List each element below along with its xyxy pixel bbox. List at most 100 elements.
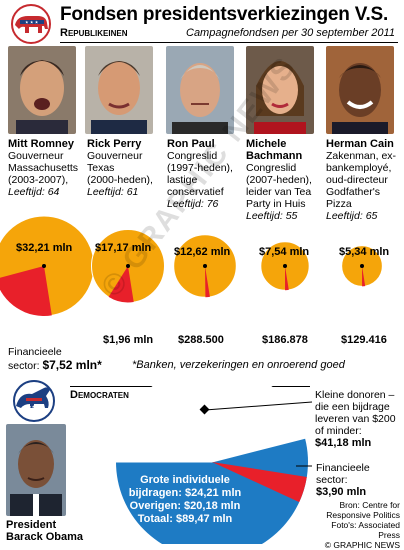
romney-financial-value: $7,52 mln* [42,358,102,372]
candidate-cain: Herman Cain Zakenman, ex- bankemployé, o… [326,138,404,222]
candidate-romney: Mitt Romney Gouverneur Massachusetts (20… [8,138,86,198]
big-donors-line: Grote individuele [140,474,230,486]
pie-center-dot [42,264,46,268]
candidate-name: Mitt Romney [8,138,74,150]
svg-text:★ ★ ★: ★ ★ ★ [25,20,39,25]
candidate-desc: Congreslid [246,162,297,174]
candidate-age: Leeftijd: 55 [246,210,298,222]
page-title: Fondsen presidentsverkiezingen V.S. [60,4,389,25]
source-credit: Bron: Centre for Responsive Politics Fot… [318,500,400,550]
candidate-bachmann: Michele Bachmann Congreslid (2007-heden)… [246,138,326,222]
small-donors-label: Kleine donoren – die een bijdrage levere… [315,389,404,449]
republicans-label: Republikeinen [60,27,128,39]
candidate-name: Bachmann [246,150,303,162]
republican-logo-icon: ★ ★ ★ [11,4,51,44]
candidate-age: Leeftijd: 61 [87,186,139,198]
candidate-desc: leider van Tea [246,186,312,198]
bachmann-photo [246,46,314,134]
pie-herman-cain [341,245,383,287]
bachmann-financial-label: $186.878 [262,334,308,346]
source-line: © GRAPHIC NEWS [324,540,400,550]
candidate-name: Rick Perry [87,138,142,150]
source-line: Bron: Centre for [339,500,400,510]
pie-center-dot [360,264,364,268]
footnote: *Banken, verzekeringen en onroerend goed [132,359,345,371]
dem-financial-value: $3,90 mln [316,486,367,498]
pie-center-dot [126,264,130,268]
perry-photo [85,46,153,134]
candidate-desc: bankemployé, [326,162,392,174]
obama-caption: President Barack Obama [6,519,83,543]
candidate-desc: conservatief [167,186,224,198]
cain-financial-label: $129.416 [341,334,387,346]
candidate-desc: Godfather's [326,186,380,198]
paul-total-label: $12,62 mln [174,246,231,258]
obama-caption-line: President [6,519,57,531]
dem-financial-line: Financieele [316,462,370,474]
pie-ron-paul [173,234,237,298]
candidate-desc: Zakenman, ex- [326,150,397,162]
pie-financial-slice [205,266,210,298]
pie-rick-perry [90,228,166,304]
candidate-desc: (2000-heden), [87,174,153,186]
small-donors-line: leveren van $200 [315,413,396,425]
democrats-label: Democraten [70,389,129,401]
pie-michele-bachmann [260,241,310,291]
candidate-desc: oud-directeur [326,174,388,186]
big-donors-line: bijdragen: $24,21 mln [128,487,242,499]
cain-total-label: $5,34 mln [339,246,390,258]
candidate-perry: Rick Perry Gouverneur Texas (2000-heden)… [87,138,165,198]
source-line: Responsive Politics [326,510,400,520]
romney-photo [8,46,76,134]
small-donors-line: of minder: [315,425,362,437]
pie-small-donors-slice [115,380,306,463]
perry-financial-label: $1,96 mln [103,334,154,346]
pie-obama [115,380,308,544]
paul-financial-label: $288.500 [178,334,224,346]
header-rule [60,42,398,43]
big-donors-label: Grote individuele bijdragen: $24,21 mln … [120,474,250,526]
candidate-desc: lastige [167,174,198,186]
paul-photo [166,46,234,134]
pie-financial-slice [362,266,366,287]
pie-financial-slice [0,266,52,316]
romney-total-label: $32,21 mln [16,242,73,254]
sector-label-line: Financieele [8,346,62,358]
candidate-name: Herman Cain [326,138,394,150]
candidate-desc: (2003-2007), [8,174,69,186]
pie-center-dot [203,264,207,268]
obama-photo [6,424,66,516]
small-donors-value: $41,18 mln [315,437,372,449]
candidate-paul: Ron Paul Congreslid (1997-heden), lastig… [167,138,245,210]
candidate-age: Leeftijd: 76 [167,198,219,210]
bachmann-total-label: $7,54 mln [259,246,310,258]
pie-center-dot [283,264,287,268]
sector-label-line: sector: [8,360,40,372]
perry-total-label: $17,17 mln [95,242,152,254]
big-donors-line: Overigen: $20,18 mln [129,500,241,512]
democrat-logo-icon: ★★★ [13,380,55,422]
candidate-desc: Texas [87,162,115,174]
candidate-desc: (2007-heden), [246,174,312,186]
candidate-desc: Gouverneur [87,150,143,162]
candidate-desc: Gouverneur [8,150,64,162]
pie-financial-slice [212,462,307,503]
candidate-name: Ron Paul [167,138,215,150]
pie-mitt-romney [0,215,95,317]
subtitle: Campagnefondsen per 30 september 2011 [186,27,395,39]
candidate-desc: Congreslid [167,150,218,162]
candidate-desc: Party in Huis [246,198,306,210]
pie-financial-slice [108,266,134,303]
svg-text:★★★: ★★★ [28,404,39,409]
candidate-desc: Massachusetts [8,162,79,174]
dem-financial-label: Financieele sector: $3,90 mln [316,462,370,498]
source-line: Foto's: Associated Press [331,520,400,540]
candidate-desc: (1997-heden), [167,162,233,174]
candidate-age: Leeftijd: 65 [326,210,378,222]
pie-financial-slice [285,266,289,291]
cain-photo [326,46,394,134]
obama-caption-line: Barack Obama [6,531,84,543]
small-donors-leader [204,401,313,411]
candidate-name: Michele [246,138,287,150]
big-donors-line: Totaal: $89,47 mln [137,513,233,525]
